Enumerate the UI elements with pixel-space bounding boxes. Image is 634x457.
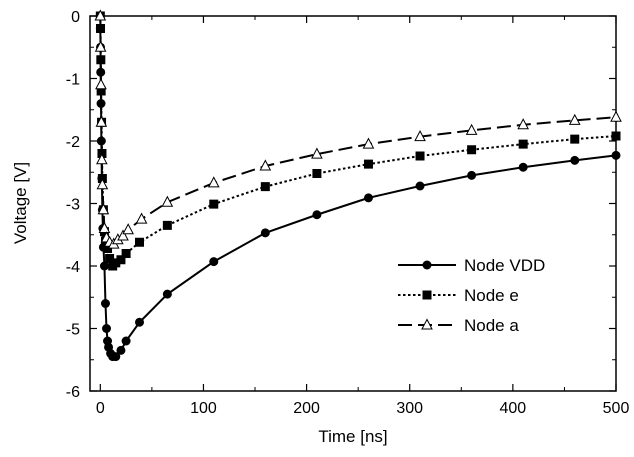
legend-item-node-e: Node e [398,286,519,305]
data-point-node-a [117,229,129,241]
data-point-node-vdd [111,352,121,362]
data-point-node-a [517,118,530,130]
series-line-node-vdd [99,28,617,358]
data-point-node-vdd [135,317,145,327]
data-point-node-e [111,258,121,268]
legend-label: Node a [464,316,519,335]
series-node-vdd [95,24,621,362]
y-tick-label: -5 [66,322,80,339]
data-point-node-a [610,110,622,122]
data-point-node-a [414,130,426,142]
series-line-node-e [99,15,617,268]
legend-item-node-vdd: Node VDD [398,256,545,275]
series-line-node-a [99,15,617,246]
data-point-node-vdd [260,228,270,238]
y-tick-label: 0 [71,9,80,26]
data-point-node-vdd [121,336,131,346]
legend: Node VDD Node e Node a [398,256,545,335]
data-point-node-e [363,159,373,169]
data-point-node-a [95,115,108,127]
data-point-node-a [465,123,478,135]
data-point-node-vdd [100,299,110,308]
y-tick-label: -1 [66,72,80,89]
legend-swatch-marker [421,318,433,330]
x-axis-title: Time [ns] [318,427,387,446]
y-tick-label: -4 [66,259,80,276]
data-point-node-e [611,131,621,141]
series-layer [94,9,622,362]
data-point-node-a [98,221,111,233]
data-point-node-e [209,199,219,209]
data-point-node-vdd [116,345,126,355]
data-point-node-e [570,134,580,144]
data-point-node-e [260,182,270,192]
data-point-node-a [122,223,134,235]
data-point-node-e [105,254,115,263]
data-point-node-e [121,249,131,258]
data-point-node-a [97,203,110,215]
data-point-node-a [94,9,107,21]
data-point-node-a [259,159,272,171]
data-point-node-a [362,137,375,149]
x-tick-label: 400 [500,400,527,417]
x-tick-label: 300 [396,400,423,417]
data-point-node-a [311,147,323,159]
data-point-node-e [103,244,113,253]
y-tick-label: -6 [66,384,80,401]
data-point-node-e [415,151,425,161]
legend-swatch-marker [422,290,432,300]
data-point-node-a [161,195,174,207]
x-tick-label: 200 [293,400,320,417]
data-point-node-e [135,237,145,247]
series-node-e [95,11,621,271]
data-point-node-vdd [518,162,528,172]
data-point-node-e [312,169,322,178]
data-point-node-e [518,139,528,149]
data-point-node-vdd [415,181,425,191]
y-axis-title: Voltage [V] [11,162,30,244]
x-tick-label: 0 [96,400,105,417]
legend-label: Node e [464,286,519,305]
y-tick-label: -3 [66,197,80,214]
series-node-a [94,9,622,249]
data-point-node-vdd [570,155,580,165]
data-point-node-vdd [99,261,109,271]
x-tick-label: 500 [603,400,630,417]
data-point-node-a [95,78,107,90]
data-point-node-vdd [162,289,172,299]
data-point-node-a [96,178,109,190]
data-point-node-a [207,176,220,188]
data-point-node-e [467,145,477,155]
y-tick-label: -2 [66,134,80,151]
legend-swatch-marker [422,260,432,270]
x-tick-label: 100 [190,400,217,417]
legend-label: Node VDD [464,256,545,275]
data-point-node-vdd [611,150,621,160]
data-point-node-e [96,86,106,96]
data-point-node-vdd [312,210,322,220]
data-point-node-a [96,153,108,165]
data-point-node-vdd [209,257,219,267]
data-point-node-e [116,255,126,265]
data-point-node-vdd [467,170,477,180]
legend-item-node-a: Node a [398,316,519,335]
data-point-node-vdd [102,324,112,333]
data-point-node-vdd [363,193,373,203]
data-point-node-a [135,212,148,224]
data-point-node-a [94,40,107,52]
axis-ticks: 0 100 200 300 400 500 0 -1 -2 -3 -4 -5 -6 [66,9,630,417]
data-point-node-e [162,220,172,230]
data-point-node-a [568,113,581,125]
